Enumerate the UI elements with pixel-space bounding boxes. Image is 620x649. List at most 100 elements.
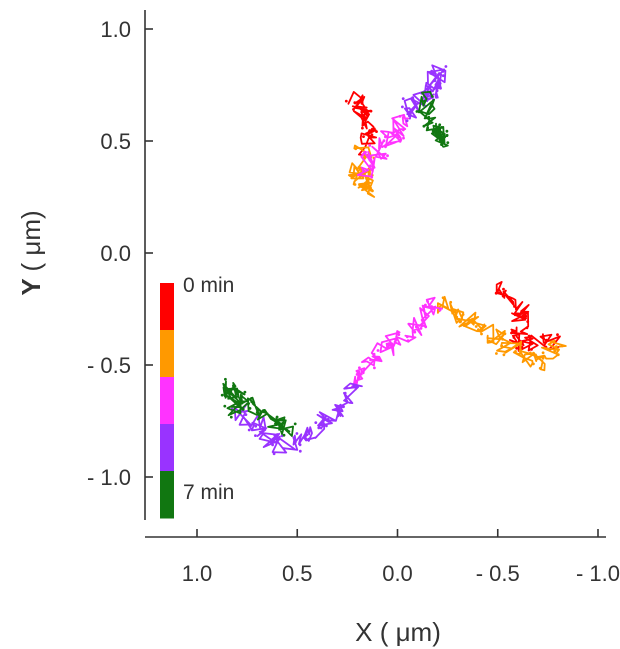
trajectory-point — [425, 81, 429, 85]
trajectory-point — [337, 406, 341, 409]
trajectory-point — [280, 425, 283, 428]
trajectory-point — [241, 408, 245, 411]
trajectory-point — [512, 336, 516, 339]
trajectory-point — [223, 404, 227, 408]
trajectory-point — [360, 96, 364, 100]
trajectory-point — [553, 349, 557, 353]
trajectory-point — [236, 400, 240, 404]
x-tick-label: 1.0 — [182, 561, 213, 586]
trajectory-point — [426, 300, 429, 303]
trajectory-point — [405, 335, 409, 339]
trajectory-point — [401, 128, 405, 132]
trajectory-2-segment-5-dots — [220, 377, 297, 437]
x-tick-label: - 1.0 — [576, 561, 620, 586]
trajectory-point — [515, 346, 518, 350]
trajectory-point — [401, 105, 404, 109]
trajectory-point — [307, 437, 311, 441]
trajectory-point — [356, 105, 359, 109]
trajectory-point — [370, 133, 374, 137]
trajectory-point — [441, 70, 445, 73]
trajectory-point — [298, 443, 302, 447]
trajectory-point — [488, 339, 491, 343]
trajectory-point — [519, 349, 523, 352]
trajectory-point — [424, 325, 428, 329]
trajectory-point — [526, 320, 530, 323]
trajectory-point — [271, 443, 274, 447]
trajectory-point — [525, 326, 529, 330]
trajectory-point — [275, 415, 279, 419]
trajectory-point — [426, 88, 430, 92]
trajectory-point — [325, 424, 328, 428]
trajectory-point — [359, 372, 363, 376]
y-tick-label: 1.0 — [100, 17, 131, 42]
trajectory-point — [361, 153, 365, 157]
trajectory-point — [401, 97, 405, 100]
trajectory-point — [275, 433, 279, 436]
trajectory-point — [503, 332, 507, 336]
trajectory-point — [345, 399, 348, 403]
trajectory-point — [379, 144, 383, 148]
trajectory-point — [220, 393, 224, 397]
trajectory-1-segment-4 — [403, 64, 447, 120]
trajectory-point — [444, 65, 448, 68]
trajectory-point — [248, 407, 252, 410]
trajectory-point — [382, 139, 386, 143]
trajectory-point — [398, 114, 402, 118]
trajectory-point — [391, 132, 394, 136]
y-tick-label: 0.5 — [100, 129, 131, 154]
trajectory-point — [336, 414, 340, 418]
trajectory-point — [364, 150, 367, 154]
trajectory-point — [419, 327, 423, 330]
trajectory-point — [502, 287, 505, 291]
trajectory-point — [443, 135, 447, 139]
trajectory-point — [556, 333, 559, 337]
trajectory-point — [247, 428, 251, 432]
trajectory-point — [323, 417, 327, 420]
trajectory-point — [445, 133, 449, 137]
trajectory-point — [244, 413, 248, 416]
trajectory-point — [411, 96, 415, 100]
trajectory-point — [436, 129, 439, 133]
trajectory-point — [353, 101, 357, 105]
trajectory-2-segment-2-dots — [437, 296, 560, 370]
trajectory-point — [532, 362, 535, 366]
trajectory-1-segment-5-dots — [415, 95, 450, 147]
trajectory-point — [293, 422, 297, 426]
trajectory-point — [532, 351, 535, 355]
trajectory-point — [497, 291, 500, 295]
trajectory-point — [538, 366, 542, 370]
trajectory-point — [462, 324, 466, 327]
trajectory-point — [372, 127, 376, 131]
time-colorbar: 0 min 7 min — [160, 274, 234, 519]
trajectory-point — [495, 352, 498, 355]
trajectory-point — [239, 400, 243, 404]
trajectory-point — [455, 315, 459, 319]
trajectory-point — [441, 296, 445, 300]
trajectory-point — [406, 111, 410, 114]
trajectory-point — [377, 356, 380, 360]
trajectory-point — [357, 165, 361, 169]
trajectory-point — [277, 437, 280, 441]
trajectory-point — [415, 110, 419, 113]
trajectory-point — [387, 342, 390, 346]
trajectory-point — [232, 384, 235, 388]
trajectory-point — [282, 422, 285, 425]
trajectory-point — [345, 386, 348, 390]
trajectory-point — [285, 428, 289, 432]
colorbar-start-label: 0 min — [183, 274, 234, 297]
trajectory-point — [422, 124, 426, 128]
trajectory-point — [355, 373, 359, 376]
trajectory-point — [361, 168, 365, 172]
trajectory-point — [384, 145, 387, 149]
trajectory-point — [440, 126, 444, 129]
trajectory-point — [357, 370, 361, 374]
trajectory-point — [366, 132, 370, 136]
trajectory-point — [243, 390, 247, 394]
trajectory-point — [272, 452, 276, 456]
trajectory-point — [373, 366, 376, 370]
trajectory-point — [405, 119, 409, 123]
trajectory-point — [314, 421, 318, 424]
trajectory-point — [250, 397, 253, 400]
x-tick-label: 0.5 — [282, 561, 313, 586]
